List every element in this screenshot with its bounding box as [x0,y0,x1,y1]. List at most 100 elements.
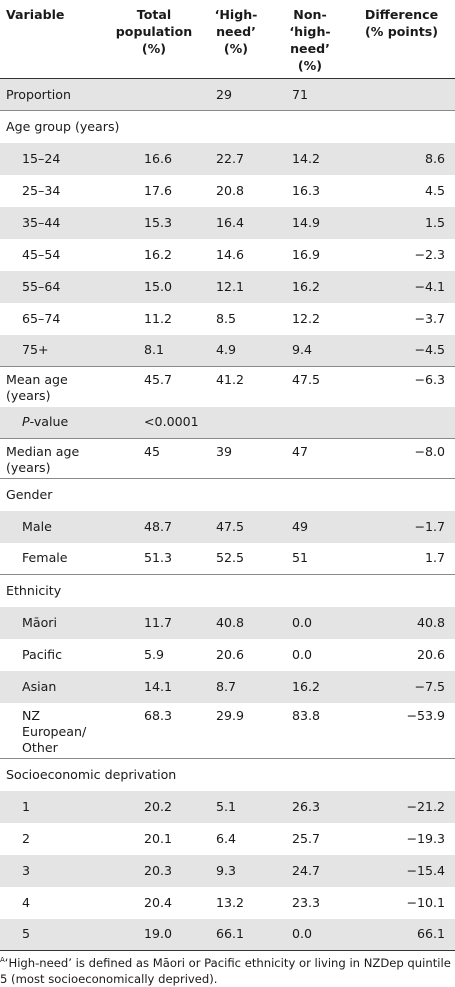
table-row: Mean age (years) 45.7 41.2 47.5 −6.3 [0,366,455,407]
cell-non-high-need: 51 [292,550,309,566]
cell-non-high-need: 0.0 [292,646,313,662]
row-label: Proportion [0,78,108,111]
row-label: 55–64 [0,270,108,303]
cell-non-high-need: 83.8 [292,707,321,723]
cell-difference: 66.1 [348,918,455,951]
cell-non-high-need: 14.9 [272,206,348,239]
row-label: NZ European/ Other [22,707,87,755]
section-label: Gender [0,478,455,511]
table-row: 15–24 16.6 22.7 14.2 8.6 [0,142,455,175]
cell-difference: 20.6 [416,646,445,662]
cell-high-need: 6.4 [216,830,237,846]
row-label: 4 [22,894,31,910]
section-label: Ethnicity [0,574,455,607]
cell-non-high-need: 12.2 [292,310,321,326]
row-label: 45–54 [22,246,61,262]
row-label: 35–44 [0,206,108,239]
cell-difference: −19.3 [406,830,445,846]
cell-difference: −6.3 [348,366,455,407]
cell-total: 20.2 [108,790,200,823]
cell-difference: −4.5 [348,334,455,367]
cell-total: 15.3 [108,206,200,239]
cell-total: 20.1 [144,830,173,846]
row-label: Median age (years) [0,438,108,479]
table-row: 65–74 11.2 8.5 12.2 −3.7 [0,303,455,335]
row-label: 75+ [0,334,108,367]
cell-total: 15.0 [108,270,200,303]
cell-non-high-need: 24.7 [272,854,348,887]
section-label: Socioeconomic deprivation [0,758,455,791]
cell-difference: 8.6 [348,142,455,175]
cell-high-need: 41.2 [200,366,272,407]
cell-high-need: 20.6 [216,646,245,662]
row-label: 2 [22,830,31,846]
cell-total: 45.7 [108,366,200,407]
table-row: 35–44 15.3 16.4 14.9 1.5 [0,206,455,239]
cell-difference [348,406,455,439]
cell-total [108,78,200,111]
table-row: Pacific 5.9 20.6 0.0 20.6 [0,639,455,671]
cell-non-high-need: 16.9 [292,246,321,262]
cell-difference: −21.2 [348,790,455,823]
cell-difference: 40.8 [348,606,455,639]
cell-total: 51.3 [144,550,173,566]
table-row: Male 48.7 47.5 49 −1.7 [0,510,455,543]
cell-difference: −15.4 [348,854,455,887]
header-row: Variable Total population (%) ‘High-need’(… [0,0,455,79]
cell-high-need: 29.9 [216,707,245,723]
cell-non-high-need: 16.3 [292,182,321,198]
row-label: Pacific [22,646,63,662]
cell-non-high-need [272,406,348,439]
cell-high-need: 12.1 [200,270,272,303]
cell-total: <0.0001 [108,406,200,439]
table-row: Gender [0,478,455,511]
table-row: Socioeconomic deprivation [0,758,455,791]
cell-difference: −53.9 [406,707,445,723]
cell-total: 20.3 [108,854,200,887]
cell-difference: −2.3 [414,246,445,262]
cell-non-high-need: 9.4 [272,334,348,367]
cell-non-high-need: 0.0 [272,918,348,951]
header-high-need: ‘High-need’ (%) [200,0,272,79]
table-row: Age group (years) [0,110,455,143]
cell-total: 48.7 [108,510,200,543]
cell-non-high-need: 14.2 [272,142,348,175]
cell-non-high-need: 26.3 [272,790,348,823]
cell-difference: −8.0 [348,438,455,479]
cell-high-need: 20.8 [216,182,245,198]
header-variable: Variable [0,0,108,79]
footnote-text: ‘High-need’ is defined as Māori or Pacif… [0,956,451,986]
table-row: Median age (years) 45 39 47 −8.0 [0,438,455,479]
row-label: 65–74 [22,310,61,326]
cell-non-high-need: 0.0 [272,606,348,639]
cell-high-need: 40.8 [200,606,272,639]
cell-high-need: 16.4 [200,206,272,239]
cell-difference [348,78,455,111]
header-total: Total population (%) [108,0,200,79]
demographics-table: Variable Total population (%) ‘High-need’(… [0,0,455,951]
table-row: Māori 11.7 40.8 0.0 40.8 [0,606,455,639]
cell-non-high-need: 16.2 [272,270,348,303]
cell-high-need: 8.5 [216,310,237,326]
cell-high-need: 8.7 [200,670,272,703]
table-row: 2 20.1 6.4 25.7 −19.3 [0,823,455,855]
table-row: P-value <0.0001 [0,406,455,439]
cell-total: 16.2 [144,246,173,262]
row-label: 15–24 [0,142,108,175]
row-label: Asian [0,670,108,703]
cell-total: 11.2 [144,310,173,326]
section-label: Age group (years) [0,110,455,143]
cell-non-high-need: 16.2 [272,670,348,703]
cell-total: 8.1 [108,334,200,367]
cell-non-high-need: 47.5 [272,366,348,407]
row-label: P-value [0,406,108,439]
cell-high-need: 5.1 [200,790,272,823]
cell-difference: 1.7 [424,550,445,566]
cell-difference: −4.1 [348,270,455,303]
row-label: 3 [0,854,108,887]
cell-total: 11.7 [108,606,200,639]
table-row: Ethnicity [0,574,455,607]
row-label: Female [22,550,68,566]
cell-high-need: 29 [200,78,272,111]
table-row: 1 20.2 5.1 26.3 −21.2 [0,790,455,823]
